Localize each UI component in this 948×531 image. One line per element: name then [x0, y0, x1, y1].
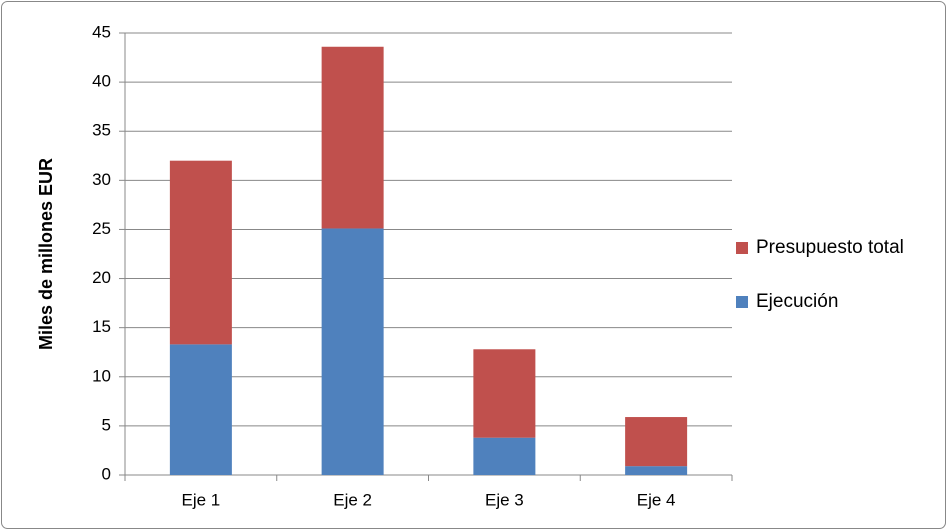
bar-segment	[473, 349, 536, 438]
y-tick-label: 20	[92, 268, 111, 287]
x-tick-label: Eje 3	[485, 490, 524, 509]
legend-swatch	[736, 242, 748, 254]
y-tick-label: 15	[92, 317, 111, 336]
bar-segment	[625, 417, 688, 467]
y-tick-label: 45	[92, 22, 111, 41]
bar-segment	[321, 46, 384, 229]
y-axis-label: Miles de millones EUR	[36, 158, 56, 350]
legend-label: Presupuesto total	[756, 237, 904, 258]
x-tick-label: Eje 4	[637, 490, 676, 509]
y-tick-label: 0	[102, 464, 111, 483]
y-tick-label: 30	[92, 170, 111, 189]
bar-segment	[321, 228, 384, 475]
legend-label: Ejecución	[756, 291, 838, 312]
y-tick-label: 25	[92, 219, 111, 238]
bar-segment	[625, 466, 688, 475]
y-tick-label: 40	[92, 72, 111, 91]
y-tick-label: 10	[92, 366, 111, 385]
x-tick-label: Eje 1	[182, 490, 221, 509]
bar-segment	[169, 344, 232, 475]
bar-segment	[473, 437, 536, 475]
x-tick-label: Eje 2	[333, 490, 372, 509]
bar-segment	[169, 160, 232, 345]
legend-swatch	[736, 296, 748, 308]
y-tick-label: 5	[102, 415, 111, 434]
y-tick-label: 35	[92, 121, 111, 140]
